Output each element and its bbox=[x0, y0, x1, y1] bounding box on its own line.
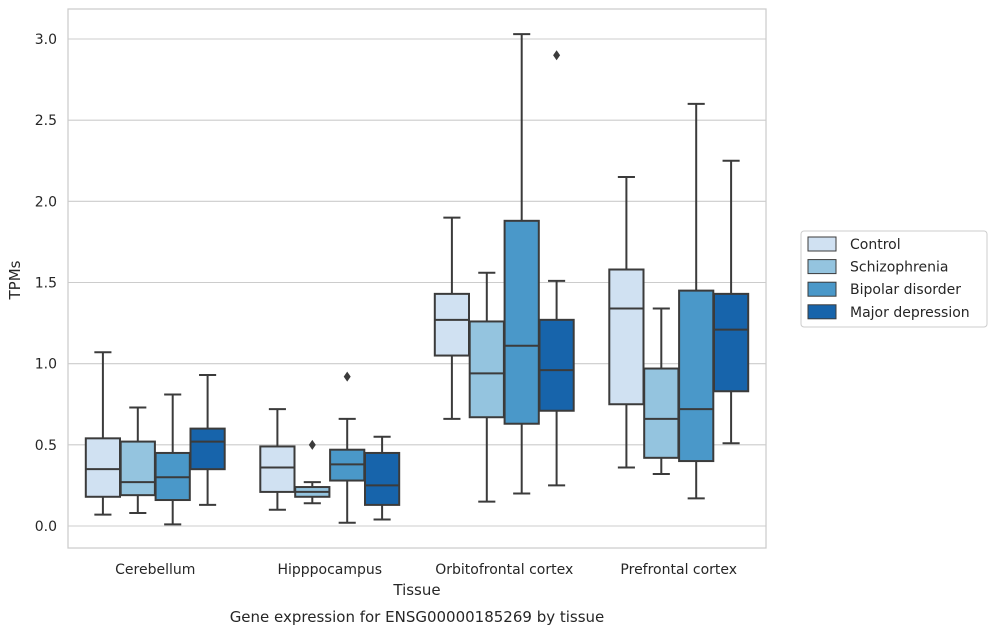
box-1-4 bbox=[608, 175, 645, 469]
iqr-box bbox=[189, 427, 226, 471]
legend-swatch bbox=[807, 236, 837, 252]
x-tick-label: Prefrontal cortex bbox=[620, 562, 737, 578]
legend-swatch bbox=[807, 259, 837, 275]
outlier-point bbox=[308, 439, 316, 450]
box-2-4 bbox=[643, 307, 680, 476]
box-2-2 bbox=[294, 439, 331, 505]
legend-label: Control bbox=[850, 237, 901, 253]
iqr-box bbox=[119, 440, 156, 497]
legend-label: Schizophrenia bbox=[850, 260, 948, 276]
iqr-box bbox=[538, 318, 575, 412]
box-3-3 bbox=[503, 33, 540, 495]
iqr-box bbox=[678, 289, 715, 463]
y-tick-label: 3.0 bbox=[35, 32, 57, 48]
x-tick-label: Cerebellum bbox=[115, 562, 195, 578]
x-axis-label: Tissue bbox=[392, 581, 440, 599]
y-axis-label: TPMs bbox=[6, 260, 24, 300]
box-1-2 bbox=[259, 408, 296, 511]
legend-swatch bbox=[807, 304, 837, 320]
box-3-4 bbox=[678, 102, 715, 500]
iqr-box bbox=[503, 219, 540, 425]
iqr-box bbox=[468, 320, 505, 419]
x-tick-labels: Cerebellum Hipppocampus Orbitofrontal cort… bbox=[115, 562, 737, 578]
plot-frame bbox=[67, 8, 767, 549]
x-tick-label: Hipppocampus bbox=[277, 562, 382, 578]
box-3-1 bbox=[154, 393, 191, 526]
box-2-3 bbox=[468, 271, 505, 503]
chart-caption: Gene expression for ENSG00000185269 by t… bbox=[230, 608, 605, 626]
x-tick-label: Orbitofrontal cortex bbox=[435, 562, 573, 578]
box-4-4 bbox=[712, 159, 750, 445]
y-tick-label: 2.5 bbox=[35, 113, 57, 129]
box-2-1 bbox=[119, 406, 156, 515]
y-tick-label: 0.5 bbox=[35, 438, 57, 454]
iqr-box bbox=[433, 292, 471, 357]
outlier-point bbox=[553, 50, 561, 61]
legend-frame bbox=[800, 230, 988, 328]
iqr-box bbox=[259, 445, 296, 493]
y-tick-labels: 0.0 0.5 1.0 1.5 2.0 2.5 3.0 bbox=[35, 32, 57, 535]
iqr-box bbox=[643, 367, 680, 459]
box-4-2 bbox=[363, 435, 401, 521]
box-4-1 bbox=[189, 374, 226, 506]
box-4-3 bbox=[538, 50, 575, 487]
iqr-box bbox=[608, 268, 645, 406]
y-tick-label: 1.0 bbox=[35, 357, 57, 373]
iqr-box bbox=[712, 292, 750, 393]
legend-swatch bbox=[807, 281, 837, 297]
box-plots bbox=[84, 33, 750, 526]
gridlines bbox=[68, 38, 766, 527]
iqr-box bbox=[363, 451, 401, 506]
y-tick-label: 2.0 bbox=[35, 194, 57, 210]
legend-label: Major depression bbox=[850, 305, 970, 321]
outlier-point bbox=[343, 371, 351, 382]
legend: Control Schizophrenia Bipolar disorder Majo… bbox=[800, 230, 988, 328]
y-tick-label: 0.0 bbox=[35, 519, 57, 535]
iqr-box bbox=[84, 437, 122, 498]
y-tick-label: 1.5 bbox=[35, 276, 57, 292]
legend-label: Bipolar disorder bbox=[850, 282, 961, 298]
box-1-3 bbox=[433, 216, 471, 420]
